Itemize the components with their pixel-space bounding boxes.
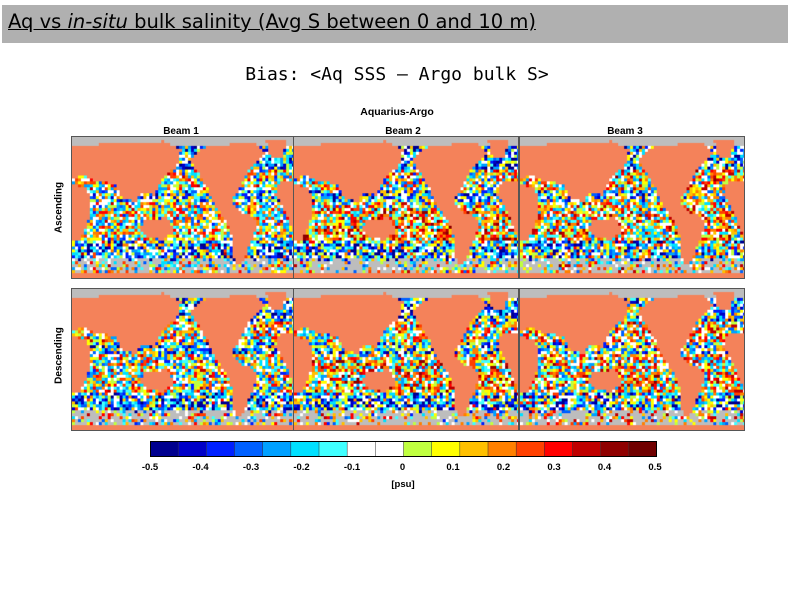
title-bar: Aq vs in-situ bulk salinity (Avg S betwe… [2, 5, 788, 43]
colorbar-tick-label: 0.3 [547, 462, 561, 473]
map-panel-descending-beam-3 [519, 288, 745, 431]
slide-subtitle: Bias: <Aq SSS – Argo bulk S> [245, 64, 549, 85]
row-label-ascending: Ascending [53, 181, 65, 234]
colorbar-swatch [262, 441, 292, 457]
colorbar-tick-label: -0.1 [343, 462, 361, 473]
slide-title: Aq vs in-situ bulk salinity (Avg S betwe… [8, 10, 536, 33]
colorbar-swatch [459, 441, 489, 457]
colorbar-tick-label: -0.5 [141, 462, 159, 473]
colorbar-swatch [318, 441, 348, 457]
colorbar [150, 441, 657, 457]
colorbar-swatch [403, 441, 433, 457]
colorbar-swatch [290, 441, 320, 457]
colorbar-swatch [234, 441, 264, 457]
colorbar-swatch [177, 441, 208, 457]
colorbar-frame [150, 441, 657, 457]
column-label-beam-1: Beam 1 [163, 126, 199, 137]
colorbar-unit: [psu] [391, 479, 415, 490]
title-part-1: Aq vs [8, 10, 68, 33]
column-label-beam-2: Beam 2 [385, 126, 421, 137]
title-part-2: bulk salinity (Avg S between 0 and 10 m) [127, 10, 536, 33]
colorbar-tick-label: 0.2 [496, 462, 511, 473]
colorbar-tick-label: 0.1 [446, 462, 460, 473]
colorbar-swatch [206, 441, 236, 457]
colorbar-tick-label: -0.4 [192, 462, 209, 473]
column-label-beam-3: Beam 3 [607, 126, 643, 137]
map-panel-ascending-beam-1 [71, 136, 297, 279]
map-panel-ascending-beam-3 [519, 136, 745, 279]
colorbar-swatch [515, 441, 546, 457]
colorbar-swatch [628, 441, 657, 457]
colorbar-swatch [572, 441, 602, 457]
row-label-descending: Descending [53, 327, 65, 384]
colorbar-swatch [487, 441, 517, 457]
colorbar-swatch [544, 441, 574, 457]
colorbar-tick-label: -0.3 [242, 462, 260, 473]
colorbar-swatch [346, 441, 377, 457]
colorbar-swatch [375, 441, 405, 457]
colorbar-swatch [600, 441, 630, 457]
colorbar-swatch [431, 441, 461, 457]
colorbar-tick-label: 0.5 [648, 462, 662, 473]
figure-title: Aquarius-Argo [360, 106, 434, 118]
colorbar-tick-label: 0 [399, 462, 406, 473]
colorbar-tick-label: -0.2 [293, 462, 310, 473]
colorbar-tick-label: 0.4 [597, 462, 612, 473]
title-italic: in-situ [67, 10, 128, 33]
map-panel-descending-beam-1 [71, 288, 297, 431]
map-panel-ascending-beam-2 [293, 136, 519, 279]
map-panel-descending-beam-2 [293, 288, 519, 431]
colorbar-swatch [150, 441, 179, 457]
